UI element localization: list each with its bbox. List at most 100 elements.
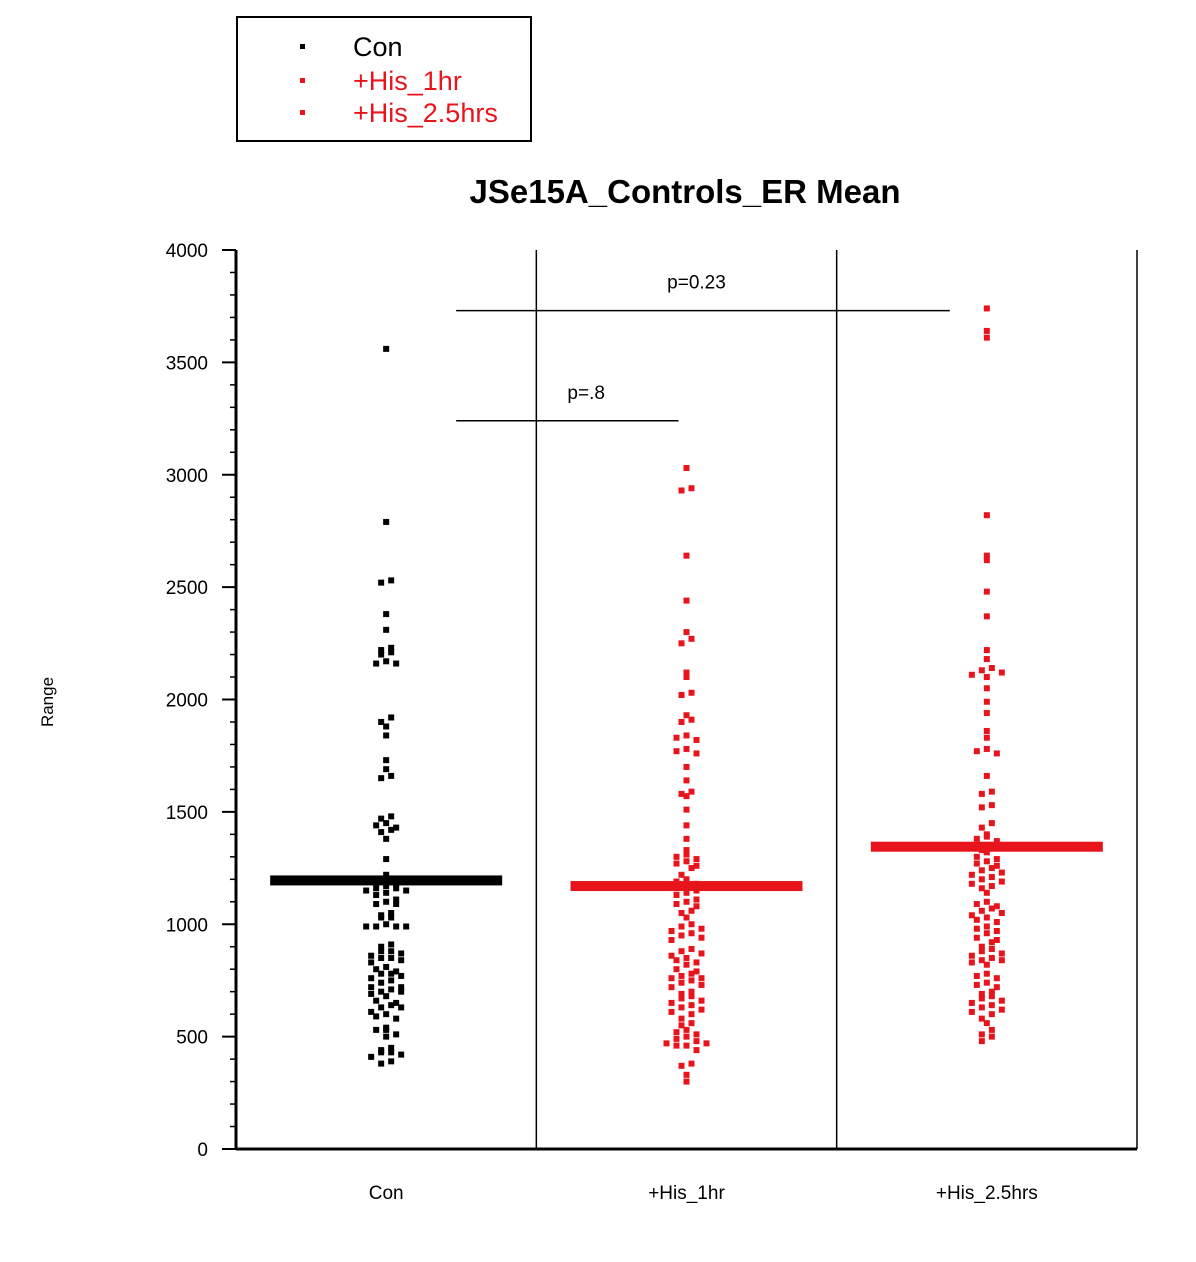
x-tick-label: Con bbox=[369, 1183, 404, 1204]
data-point-con bbox=[378, 943, 385, 950]
data-point-his-2-5hrs bbox=[988, 1011, 995, 1018]
data-point-his-2-5hrs bbox=[973, 835, 980, 842]
data-point-his-2-5hrs bbox=[983, 898, 990, 905]
data-point-con bbox=[388, 813, 395, 820]
significance-label: p=0.23 bbox=[667, 273, 726, 294]
data-point-con bbox=[388, 910, 395, 917]
data-point-his-1hr bbox=[683, 822, 690, 829]
data-point-con bbox=[373, 923, 380, 930]
y-tick-label: 2500 bbox=[166, 578, 208, 599]
data-point-his-2-5hrs bbox=[983, 656, 990, 663]
data-point-his-2-5hrs bbox=[983, 727, 990, 734]
data-point-his-2-5hrs bbox=[983, 772, 990, 779]
data-point-his-1hr bbox=[693, 903, 700, 910]
data-point-con bbox=[383, 820, 390, 827]
data-point-his-1hr bbox=[683, 1071, 690, 1078]
data-point-his-2-5hrs bbox=[983, 512, 990, 519]
data-point-his-1hr bbox=[688, 988, 695, 995]
data-point-his-2-5hrs bbox=[978, 990, 985, 997]
data-point-his-2-5hrs bbox=[998, 869, 1005, 876]
data-point-his-1hr bbox=[678, 990, 685, 997]
data-point-his-1hr bbox=[683, 847, 690, 854]
data-point-his-1hr bbox=[688, 1020, 695, 1027]
data-point-his-1hr bbox=[678, 932, 685, 939]
data-point-con bbox=[378, 651, 385, 658]
data-point-his-1hr bbox=[673, 1029, 680, 1036]
data-point-his-1hr bbox=[673, 901, 680, 908]
data-point-con bbox=[388, 954, 395, 961]
y-tick-label: 0 bbox=[197, 1140, 208, 1161]
data-point-con bbox=[393, 901, 400, 908]
data-point-his-1hr bbox=[683, 858, 690, 865]
data-point-his-1hr bbox=[688, 970, 695, 977]
data-point-his-1hr bbox=[688, 993, 695, 1000]
data-point-his-2-5hrs bbox=[993, 975, 1000, 982]
data-point-his-2-5hrs bbox=[983, 327, 990, 334]
data-point-con bbox=[378, 815, 385, 822]
data-point-con bbox=[383, 963, 390, 970]
data-point-con bbox=[388, 772, 395, 779]
y-tick-label: 1500 bbox=[166, 803, 208, 824]
data-point-his-1hr bbox=[688, 689, 695, 696]
data-point-his-2-5hrs bbox=[993, 856, 1000, 863]
data-point-his-1hr bbox=[673, 892, 680, 899]
data-point-con bbox=[378, 988, 385, 995]
data-point-his-1hr bbox=[673, 1035, 680, 1042]
data-point-con bbox=[388, 986, 395, 993]
data-point-con bbox=[398, 1004, 405, 1011]
data-point-con bbox=[403, 887, 410, 894]
data-point-his-2-5hrs bbox=[988, 954, 995, 961]
y-tick-label: 3000 bbox=[166, 466, 208, 487]
data-point-con bbox=[378, 914, 385, 921]
data-point-con bbox=[388, 644, 395, 651]
data-point-his-1hr bbox=[673, 1042, 680, 1049]
data-point-his-2-5hrs bbox=[988, 939, 995, 946]
data-point-his-1hr bbox=[683, 1026, 690, 1033]
data-point-his-1hr bbox=[683, 745, 690, 752]
data-point-his-1hr bbox=[683, 954, 690, 961]
data-point-his-2-5hrs bbox=[978, 957, 985, 964]
data-point-con bbox=[378, 970, 385, 977]
legend-marker-con bbox=[300, 44, 305, 49]
data-point-his-2-5hrs bbox=[983, 588, 990, 595]
data-point-con bbox=[368, 975, 375, 982]
data-point-his-2-5hrs bbox=[983, 709, 990, 716]
mean-bar-con bbox=[270, 875, 503, 886]
data-point-his-1hr bbox=[698, 975, 705, 982]
data-point-his-1hr bbox=[683, 793, 690, 800]
data-point-his-1hr bbox=[688, 930, 695, 937]
data-point-con bbox=[398, 957, 405, 964]
data-point-his-1hr bbox=[673, 860, 680, 867]
legend-item-con: Con bbox=[238, 32, 528, 62]
data-point-his-2-5hrs bbox=[998, 669, 1005, 676]
data-point-his-2-5hrs bbox=[983, 923, 990, 930]
data-point-his-1hr bbox=[683, 835, 690, 842]
data-point-his-1hr bbox=[688, 865, 695, 872]
y-tick-label: 2000 bbox=[166, 691, 208, 712]
data-point-his-1hr bbox=[678, 923, 685, 930]
data-point-con bbox=[378, 579, 385, 586]
data-point-his-2-5hrs bbox=[993, 838, 1000, 845]
data-point-his-1hr bbox=[698, 925, 705, 932]
data-point-his-1hr bbox=[668, 1008, 675, 1015]
data-point-con bbox=[388, 977, 395, 984]
data-point-his-2-5hrs bbox=[988, 865, 995, 872]
data-point-his-1hr bbox=[683, 629, 690, 636]
data-point-his-1hr bbox=[688, 1002, 695, 1009]
data-point-con bbox=[378, 1049, 385, 1056]
data-point-his-2-5hrs bbox=[983, 305, 990, 312]
data-point-his-2-5hrs bbox=[988, 1033, 995, 1040]
data-point-his-2-5hrs bbox=[983, 889, 990, 896]
data-point-his-1hr bbox=[693, 750, 700, 757]
data-point-his-2-5hrs bbox=[988, 1026, 995, 1033]
data-point-con bbox=[388, 1044, 395, 1051]
data-point-his-2-5hrs bbox=[988, 788, 995, 795]
data-point-con bbox=[378, 948, 385, 955]
data-point-con bbox=[393, 896, 400, 903]
data-point-his-2-5hrs bbox=[978, 867, 985, 874]
data-point-con bbox=[393, 1015, 400, 1022]
data-point-con bbox=[378, 954, 385, 961]
data-point-his-1hr bbox=[673, 966, 680, 973]
legend-item-his-2-5hrs: +His_2.5hrs bbox=[238, 98, 528, 128]
data-point-his-1hr bbox=[683, 876, 690, 883]
